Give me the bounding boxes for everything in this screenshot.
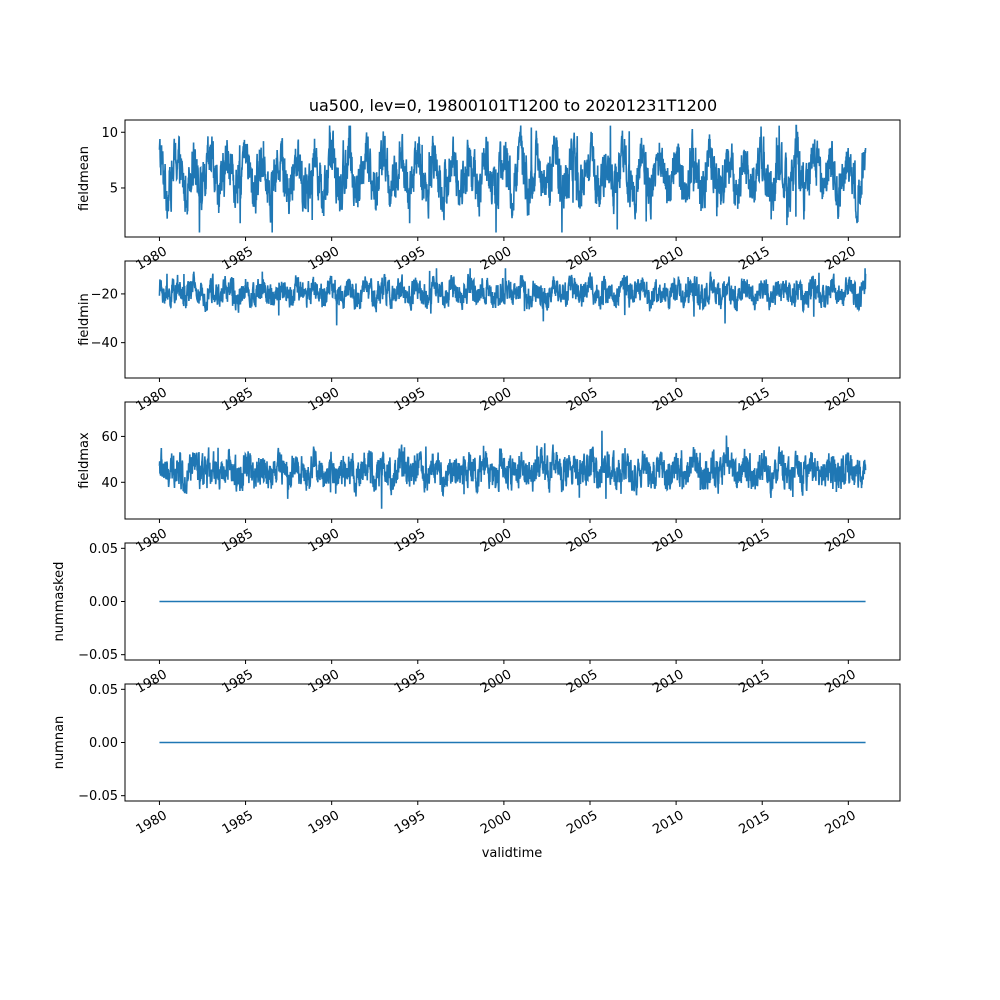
y-tick-label: 0.00: [89, 736, 118, 751]
y-tick-label: 0.05: [89, 683, 118, 698]
y-tick-label: −0.05: [78, 648, 118, 663]
axes-frame: [124, 119, 901, 238]
axes-frame: [124, 260, 901, 379]
axes-frame: [124, 401, 901, 520]
y-tick-label: 60: [101, 430, 118, 445]
y-tick-label: −0.05: [78, 789, 118, 804]
y-axis-label: numnan: [52, 716, 67, 770]
series-line-fieldmin: [158, 268, 867, 326]
chart-title: ua500, lev=0, 19800101T1200 to 20201231T…: [309, 96, 717, 115]
y-tick-label: 5: [110, 181, 118, 196]
y-tick-label: 40: [101, 476, 118, 491]
y-tick-label: 0.00: [89, 595, 118, 610]
series-line-fieldmax: [158, 430, 867, 509]
y-tick-label: 10: [101, 126, 118, 141]
x-axis-label: validtime: [482, 846, 543, 861]
y-axis-label: fieldmax: [77, 432, 92, 489]
series-line-fieldmean: [158, 124, 867, 233]
y-tick-label: 0.05: [89, 542, 118, 557]
y-axis-label: nummasked: [52, 562, 67, 642]
y-axis-label: fieldmin: [77, 293, 92, 346]
y-tick-label: −20: [91, 287, 118, 302]
y-tick-label: −40: [91, 336, 118, 351]
y-axis-label: fieldmean: [77, 146, 92, 211]
